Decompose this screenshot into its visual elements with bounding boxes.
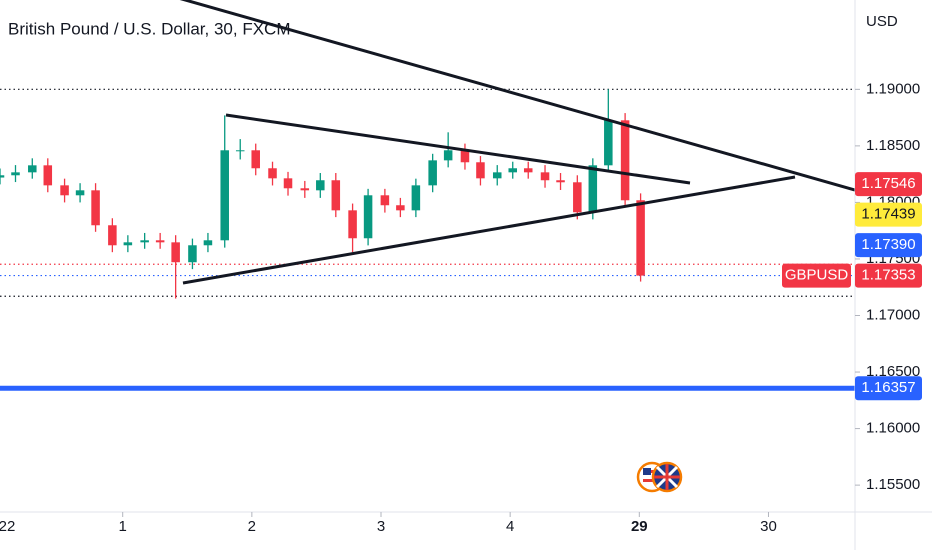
currency-label: USD (866, 13, 898, 30)
candle-body (251, 150, 260, 169)
y-tick-label: 1.16500 (866, 363, 920, 380)
candle-body (508, 168, 518, 173)
x-tick-label: 22 (0, 518, 15, 535)
candle-body (523, 168, 533, 173)
event-icons (636, 461, 683, 493)
candle-body (316, 180, 325, 191)
candle-body (556, 180, 565, 183)
candle-body (283, 178, 293, 189)
flag-canton (643, 468, 651, 475)
symbol-tag (782, 263, 851, 288)
candle-body (492, 172, 502, 179)
candle-body (11, 172, 20, 176)
x-tick-label: 29 (631, 518, 648, 535)
candle-body (108, 225, 117, 246)
price-tag (855, 263, 922, 288)
x-tick-label: 2 (248, 518, 256, 535)
y-tick-label: 1.16000 (866, 420, 920, 437)
candle-body (300, 188, 310, 191)
price-tag-label: 1.17390 (861, 236, 915, 253)
levels (0, 88, 855, 391)
candle-body (460, 150, 470, 163)
candle-body (220, 150, 229, 241)
y-tick-label: 1.19000 (866, 80, 920, 97)
y-tick-label: 1.15500 (866, 476, 920, 493)
candle-body (604, 120, 613, 166)
level-tag-label: 1.16357 (861, 379, 915, 396)
candle-body (396, 205, 405, 211)
price-tag (855, 202, 922, 227)
flag-stripe (643, 470, 661, 473)
candle-body (573, 182, 582, 213)
candle-body (123, 242, 133, 246)
candle-body (588, 165, 598, 213)
candle-body (428, 160, 437, 186)
candle-body (268, 168, 277, 179)
candle-body (331, 180, 341, 211)
candle-body (140, 240, 149, 243)
x-tick-label: 30 (760, 518, 777, 535)
trend-line (182, 175, 796, 285)
price-tag (855, 172, 922, 197)
candle-body (75, 190, 85, 196)
flag-stripe (643, 479, 661, 482)
price-tag-label: 1.17353 (861, 267, 915, 284)
candle-body (540, 172, 550, 181)
candle-body (60, 185, 69, 196)
candle-body (171, 242, 180, 263)
y-tick-label: 1.17000 (866, 306, 920, 323)
candle-body (348, 210, 357, 239)
candle-body (636, 200, 645, 276)
candle-body (443, 150, 453, 161)
trend-line (179, 0, 855, 192)
candle-body (363, 195, 373, 239)
candle-body (235, 150, 245, 152)
x-tick-label: 4 (506, 518, 514, 535)
trend-line (225, 113, 691, 185)
candle-body (188, 245, 197, 263)
symbol-tag-label: GBPUSD (785, 267, 849, 284)
chart-title: British Pound / U.S. Dollar, 30, FXCM (8, 19, 291, 38)
candle-body (476, 162, 485, 179)
candle-body (0, 175, 5, 178)
candle-body (380, 195, 390, 206)
candle-body (28, 165, 37, 173)
candles (0, 89, 645, 299)
price-tag (855, 233, 922, 258)
y-tick-label: 1.18500 (866, 137, 920, 154)
price-tag-label: 1.17546 (861, 175, 915, 192)
price-tag-label: 1.17439 (861, 206, 915, 223)
level-tag (855, 376, 922, 401)
x-tick-label: 1 (119, 518, 127, 535)
candle-body (411, 185, 421, 211)
trend-lines (179, 0, 855, 285)
candle-body (620, 120, 630, 201)
candle-body (155, 240, 165, 243)
candle-body (203, 240, 213, 246)
candle-body (43, 165, 53, 186)
candle-body (91, 190, 100, 226)
x-tick-label: 3 (377, 518, 385, 535)
